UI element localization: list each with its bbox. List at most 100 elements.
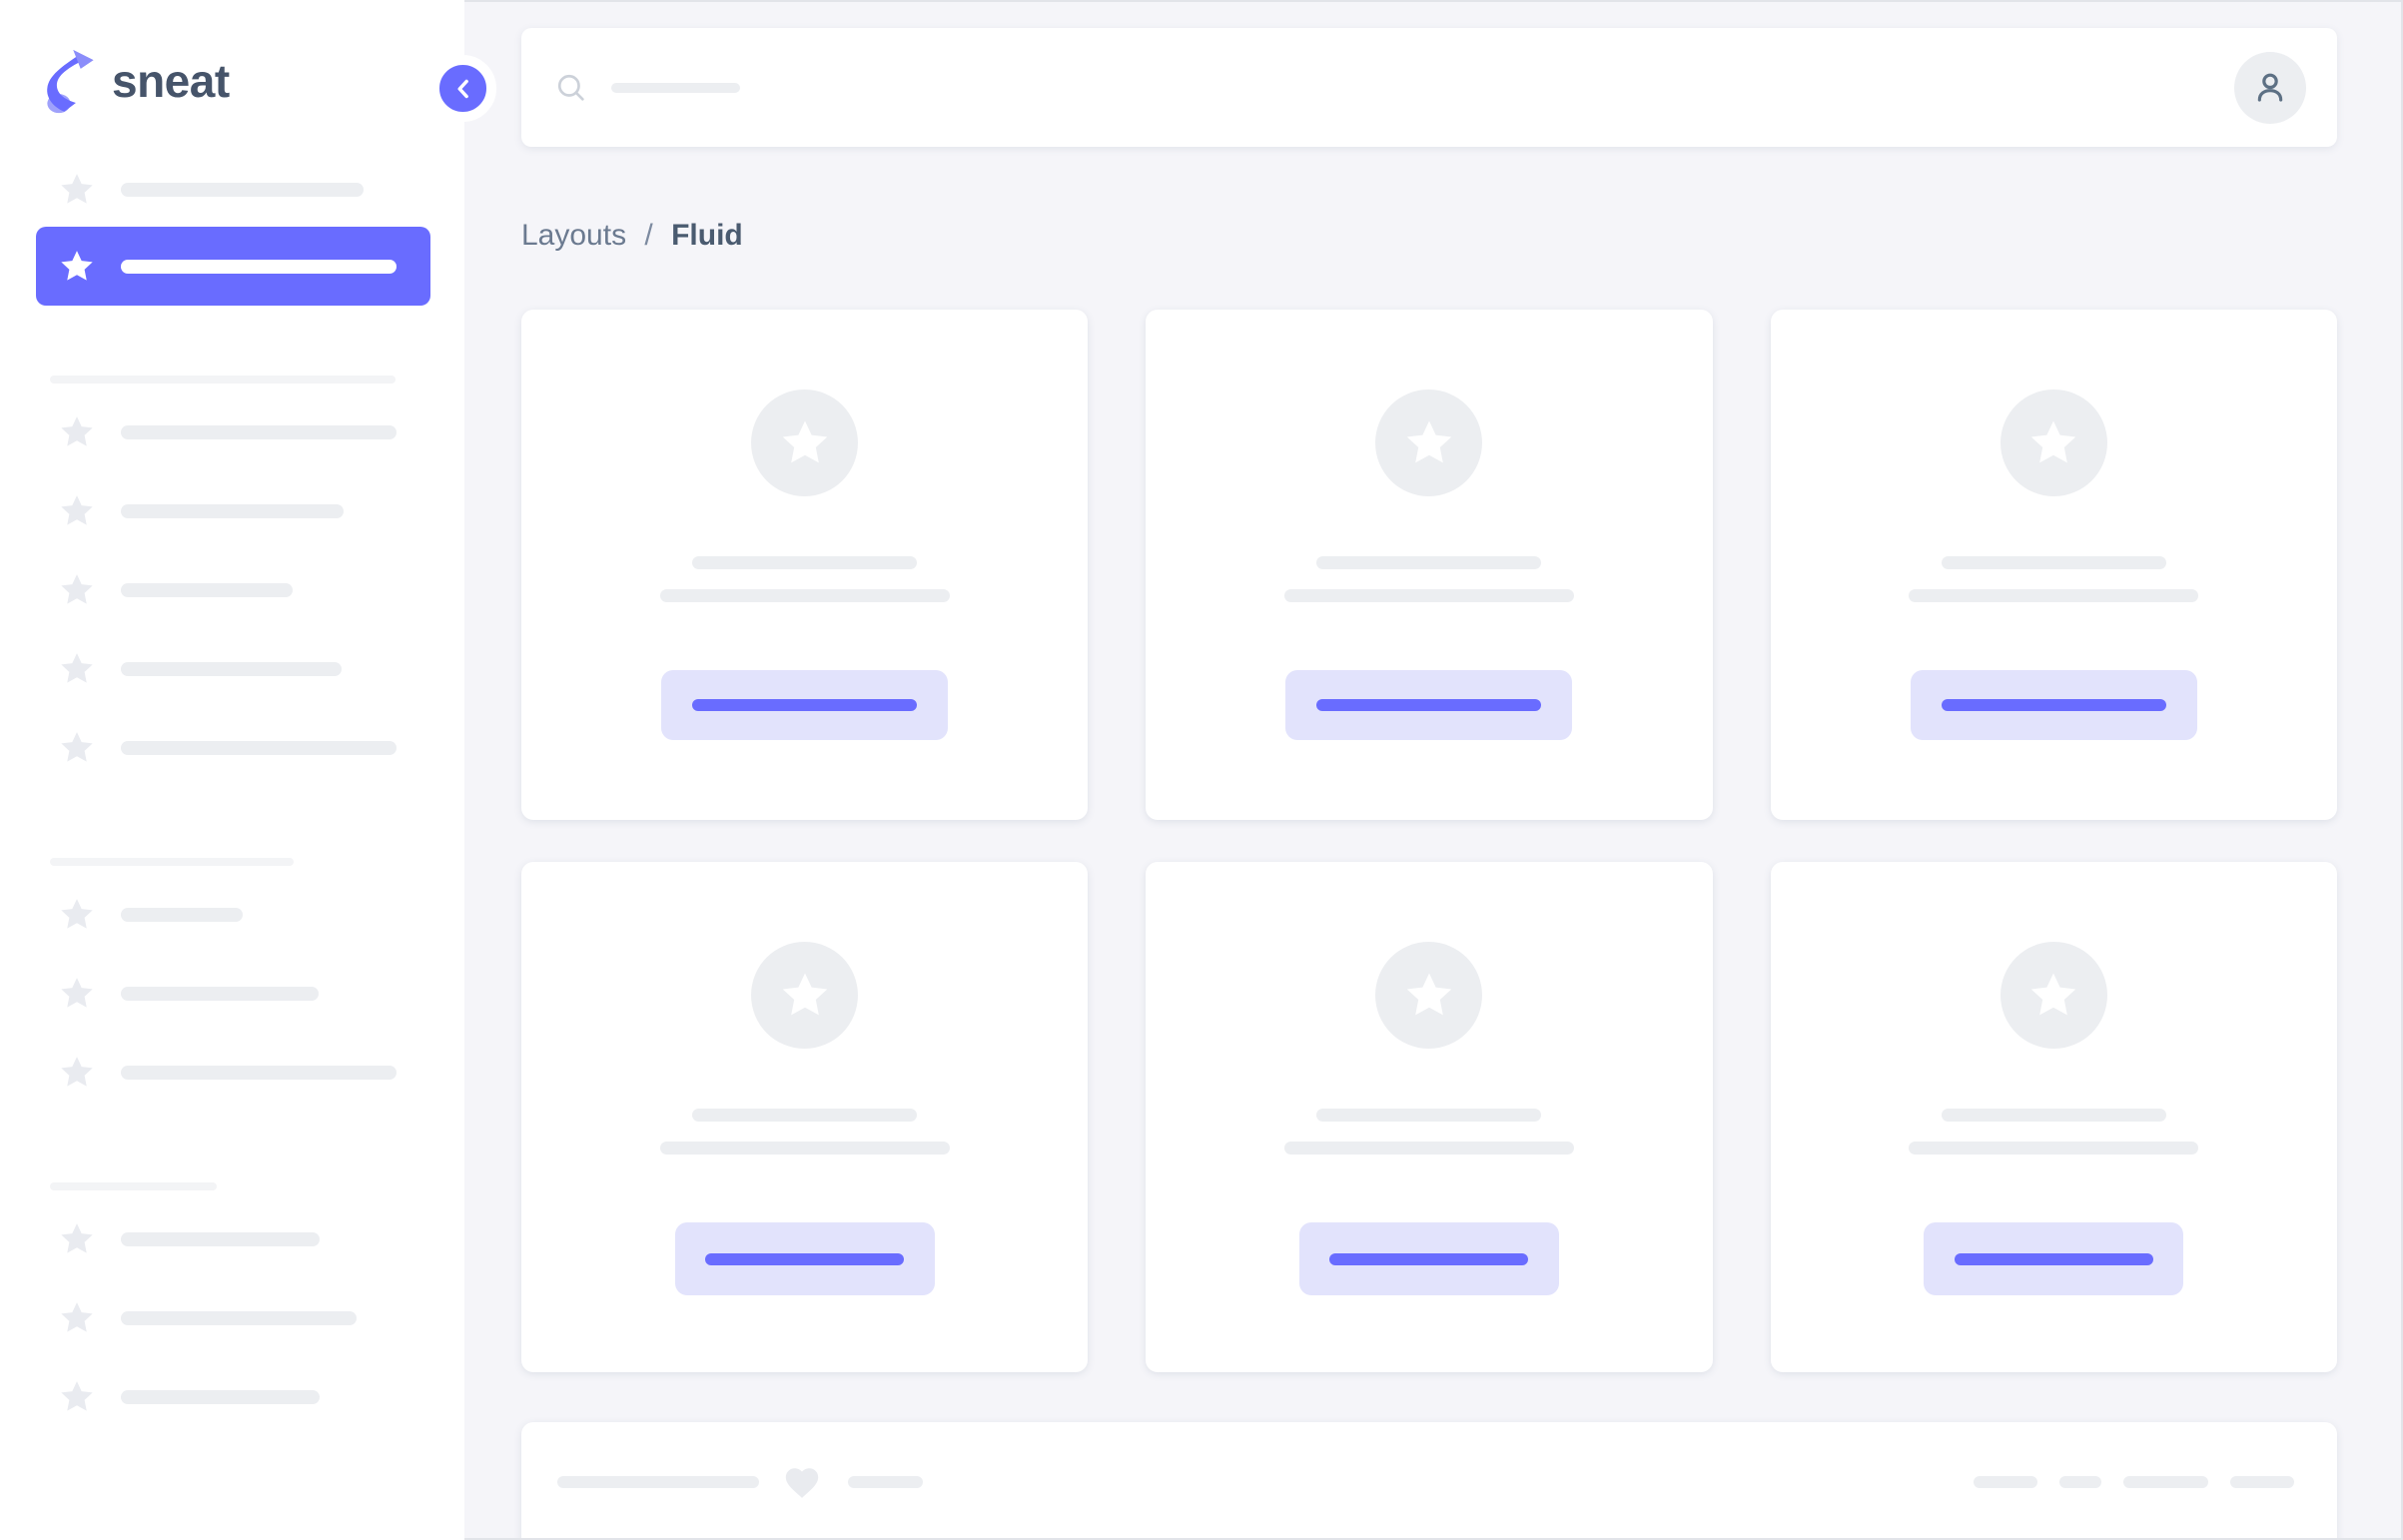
star-icon bbox=[1406, 420, 1452, 462]
breadcrumb-current: Fluid bbox=[671, 219, 743, 252]
footer-text-placeholder bbox=[848, 1476, 923, 1488]
menu-label-placeholder bbox=[121, 1311, 357, 1325]
brand-name: sneat bbox=[112, 54, 230, 107]
footer-link-placeholder bbox=[2123, 1476, 2208, 1488]
content-card bbox=[1146, 862, 1713, 1372]
footer-link-placeholder bbox=[2230, 1476, 2294, 1488]
card-avatar bbox=[2000, 942, 2107, 1049]
content-card bbox=[521, 862, 1089, 1372]
card-title-placeholder bbox=[1316, 1109, 1542, 1122]
card-subtitle-placeholder bbox=[659, 1142, 950, 1155]
footer-link-placeholder bbox=[2059, 1476, 2101, 1488]
card-title-placeholder bbox=[692, 1109, 918, 1122]
sidebar-item[interactable] bbox=[0, 1373, 464, 1421]
sidebar-item-active[interactable] bbox=[36, 227, 430, 306]
top-navbar bbox=[521, 28, 2337, 147]
card-subtitle-placeholder bbox=[1283, 589, 1574, 602]
star-icon bbox=[2031, 420, 2076, 462]
card-action-button[interactable] bbox=[1298, 1222, 1559, 1295]
button-label-placeholder bbox=[1329, 1252, 1529, 1265]
menu-label-placeholder bbox=[121, 741, 397, 755]
brand[interactable]: sneat bbox=[0, 0, 464, 117]
star-icon bbox=[2031, 973, 2076, 1015]
card-action-button[interactable] bbox=[661, 670, 949, 740]
sidebar-item[interactable] bbox=[0, 724, 464, 772]
card-avatar bbox=[1375, 942, 1483, 1049]
breadcrumb: Layouts / Fluid bbox=[521, 218, 2337, 254]
user-avatar-button[interactable] bbox=[2234, 51, 2306, 124]
menu-label-placeholder bbox=[121, 425, 397, 439]
sidebar-item[interactable] bbox=[0, 645, 464, 693]
card-action-button[interactable] bbox=[1910, 670, 2197, 740]
button-label-placeholder bbox=[1954, 1252, 2153, 1265]
breadcrumb-separator: / bbox=[644, 219, 653, 252]
star-icon bbox=[61, 495, 93, 525]
card-subtitle-placeholder bbox=[659, 589, 950, 602]
card-title-placeholder bbox=[1316, 556, 1542, 569]
card-avatar bbox=[751, 389, 859, 496]
star-icon bbox=[782, 420, 827, 462]
card-avatar bbox=[751, 942, 859, 1049]
card-avatar bbox=[2000, 389, 2107, 496]
button-label-placeholder bbox=[692, 699, 918, 711]
sidebar-item[interactable] bbox=[0, 1294, 464, 1342]
person-icon bbox=[2257, 73, 2283, 102]
sidebar-item[interactable] bbox=[0, 1215, 464, 1263]
footer-links bbox=[1974, 1476, 2294, 1488]
sidebar-item[interactable] bbox=[0, 891, 464, 939]
menu-label-placeholder bbox=[121, 662, 342, 676]
content-card bbox=[1770, 310, 2337, 820]
sidebar-item[interactable] bbox=[0, 970, 464, 1018]
menu-label-placeholder bbox=[121, 504, 344, 518]
sidebar-item[interactable] bbox=[0, 487, 464, 535]
star-icon bbox=[61, 1057, 93, 1087]
sidebar-item[interactable] bbox=[0, 166, 464, 214]
card-grid bbox=[521, 310, 2337, 1372]
sidebar-collapse-button[interactable] bbox=[429, 55, 496, 122]
button-label-placeholder bbox=[1316, 699, 1542, 711]
breadcrumb-parent[interactable]: Layouts bbox=[521, 219, 627, 252]
star-icon bbox=[782, 973, 827, 1015]
sidebar-menu bbox=[0, 117, 464, 1421]
search-placeholder-bar bbox=[611, 82, 740, 93]
sidebar-item[interactable] bbox=[0, 408, 464, 456]
star-icon bbox=[61, 1381, 93, 1411]
footer-row bbox=[557, 1465, 2294, 1499]
menu-label-placeholder bbox=[121, 908, 243, 922]
card-title-placeholder bbox=[1941, 556, 2166, 569]
menu-section-divider bbox=[50, 376, 396, 384]
menu-label-placeholder bbox=[121, 259, 397, 274]
footer-card bbox=[521, 1422, 2337, 1540]
menu-label-placeholder bbox=[121, 583, 293, 597]
search-input[interactable] bbox=[554, 71, 2234, 105]
card-action-button[interactable] bbox=[1924, 1222, 2184, 1295]
star-icon bbox=[61, 653, 93, 683]
sidebar-item[interactable] bbox=[0, 566, 464, 614]
button-label-placeholder bbox=[705, 1252, 905, 1265]
star-icon bbox=[61, 899, 93, 929]
search-icon bbox=[557, 74, 584, 101]
star-icon bbox=[61, 174, 93, 204]
main-content: Layouts / Fluid bbox=[464, 0, 2403, 1540]
card-avatar bbox=[1375, 389, 1483, 496]
card-action-button[interactable] bbox=[674, 1222, 935, 1295]
star-icon bbox=[61, 732, 93, 762]
star-icon bbox=[61, 574, 93, 604]
menu-label-placeholder bbox=[121, 987, 319, 1001]
sneat-logo-icon bbox=[47, 49, 94, 114]
content-card bbox=[1146, 310, 1713, 820]
card-action-button[interactable] bbox=[1285, 670, 1573, 740]
menu-label-placeholder bbox=[121, 1390, 320, 1404]
footer-link-placeholder bbox=[1974, 1476, 2037, 1488]
card-title-placeholder bbox=[1941, 1109, 2166, 1122]
card-subtitle-placeholder bbox=[1909, 589, 2199, 602]
heart-icon bbox=[785, 1468, 819, 1498]
star-icon bbox=[1406, 973, 1452, 1015]
card-subtitle-placeholder bbox=[1283, 1142, 1574, 1155]
content-card bbox=[1770, 862, 2337, 1372]
menu-section-divider bbox=[50, 858, 294, 866]
star-icon bbox=[61, 250, 93, 281]
sidebar-item[interactable] bbox=[0, 1049, 464, 1097]
menu-section-divider bbox=[50, 1182, 217, 1190]
card-title-placeholder bbox=[692, 556, 918, 569]
